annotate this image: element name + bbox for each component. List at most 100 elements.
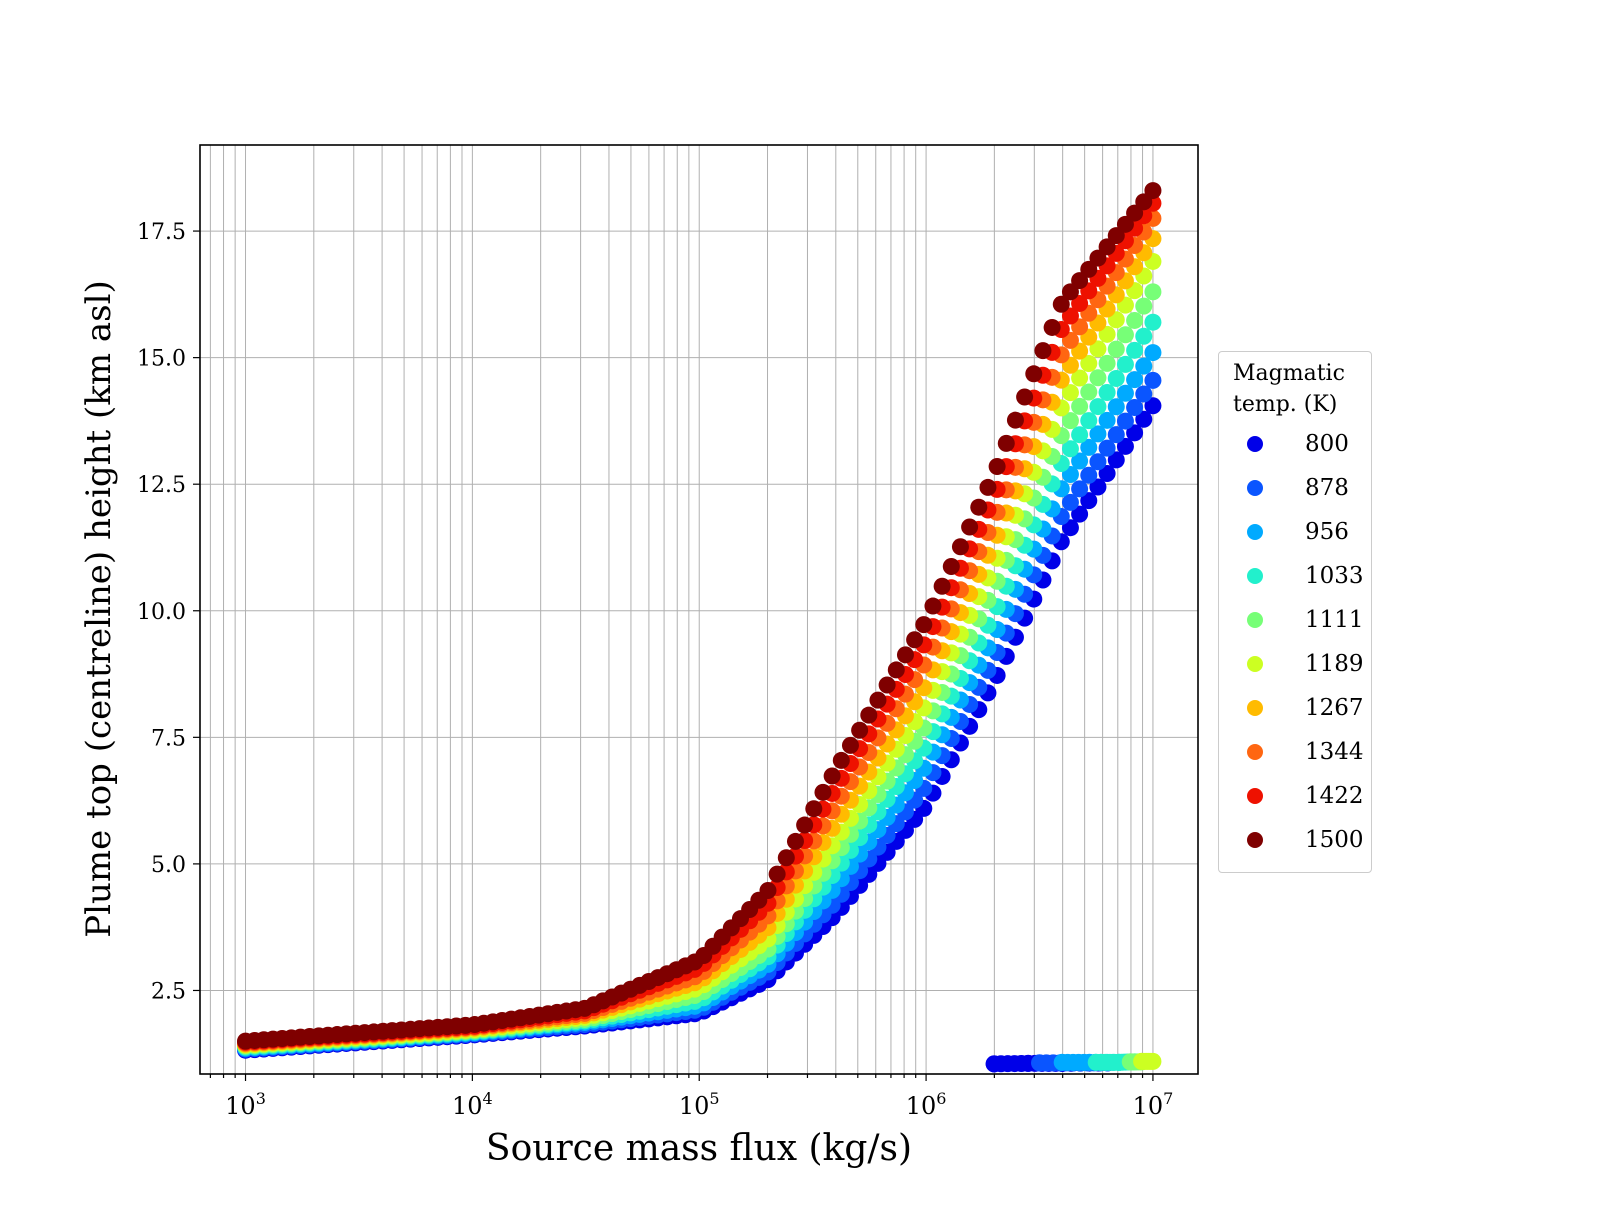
scatter-point — [933, 577, 951, 595]
scatter-point — [1135, 193, 1153, 211]
scatter-point — [1142, 1052, 1160, 1070]
scatter-point — [1126, 341, 1144, 359]
legend-entry: 1344 — [1219, 737, 1369, 767]
scatter-point — [1061, 412, 1079, 430]
scatter-point — [1016, 388, 1034, 406]
scatter-point — [1061, 384, 1079, 402]
scatter-point — [1061, 283, 1079, 301]
scatter-point — [1089, 340, 1107, 358]
scatter-point — [1144, 283, 1162, 301]
scatter-point — [1089, 478, 1107, 496]
scatter-point — [768, 865, 786, 883]
scatter-point — [814, 783, 832, 801]
scatter-point — [1052, 295, 1070, 313]
x-tick-label: 104 — [452, 1089, 493, 1120]
scatter-point — [1089, 425, 1107, 443]
scatter-point — [1107, 227, 1125, 245]
scatter-marks — [237, 182, 1162, 1073]
scatter-point — [1080, 492, 1098, 510]
legend-label: 1422 — [1305, 783, 1364, 809]
scatter-point — [1089, 369, 1107, 387]
y-tick-label: 10.0 — [137, 600, 186, 625]
legend-marker — [1247, 568, 1263, 584]
legend-label: 1500 — [1305, 827, 1364, 853]
scatter-point — [1144, 313, 1162, 331]
legend-entry: 878 — [1219, 473, 1369, 503]
scatter-point — [924, 597, 942, 615]
scatter-point — [1043, 318, 1061, 336]
scatter-point — [1098, 439, 1116, 457]
scatter-point — [1116, 326, 1134, 344]
y-tick-label: 7.5 — [151, 726, 186, 751]
legend-label: 1189 — [1305, 651, 1364, 677]
legend-marker — [1247, 612, 1263, 628]
scatter-point — [979, 478, 997, 496]
scatter-point — [1025, 365, 1043, 383]
scatter-point — [988, 458, 1006, 476]
scatter-point — [805, 800, 823, 818]
x-axis-label: Source mass flux (kg/s) — [486, 1128, 912, 1169]
legend-entry: 956 — [1219, 517, 1369, 547]
legend-entry: 1500 — [1219, 825, 1369, 855]
scatter-point — [1144, 182, 1162, 200]
scatter-point — [896, 646, 914, 664]
scatter-point — [1107, 369, 1125, 387]
legend-label: 1267 — [1305, 695, 1364, 721]
scatter-point — [1098, 325, 1116, 343]
scatter-point — [1135, 327, 1153, 345]
legend-label: 878 — [1305, 475, 1349, 501]
legend-entry: 1111 — [1219, 605, 1369, 635]
legend-label: 1111 — [1305, 607, 1364, 633]
scatter-point — [951, 538, 969, 556]
scatter-point — [1107, 426, 1125, 444]
scatter-point — [1116, 215, 1134, 233]
y-tick-label: 5.0 — [151, 853, 186, 878]
scatter-point — [1144, 371, 1162, 389]
scatter-point — [841, 736, 859, 754]
x-axis: 103 104 105 106 107 — [209, 1074, 1173, 1120]
scatter-point — [1107, 340, 1125, 358]
legend-title: Magmatic temp. (K) — [1233, 361, 1345, 417]
scatter-point — [1080, 438, 1098, 456]
legend-entry: 1189 — [1219, 649, 1369, 679]
y-axis: 2.5 5.0 7.5 10.0 12.5 15.0 17.5 — [137, 220, 200, 1004]
scatter-point — [1089, 249, 1107, 267]
scatter-point — [1126, 371, 1144, 389]
scatter-point — [997, 434, 1015, 452]
scatter-point — [1061, 307, 1079, 325]
scatter-point — [786, 832, 804, 850]
scatter-point — [1116, 384, 1134, 402]
scatter-point — [1071, 397, 1089, 415]
y-tick-label: 15.0 — [137, 347, 186, 372]
low-height-cluster — [985, 1052, 1160, 1073]
y-axis-label: Plume top (centreline) height (km asl) — [79, 280, 119, 938]
scatter-point — [823, 767, 841, 785]
scatter-point — [759, 882, 777, 900]
scatter-point — [1116, 437, 1134, 455]
x-tick-label: 106 — [906, 1089, 947, 1120]
y-tick-label: 12.5 — [137, 473, 186, 498]
scatter-point — [1126, 399, 1144, 417]
scatter-point — [1116, 412, 1134, 430]
scatter-point — [878, 676, 896, 694]
legend-marker — [1247, 700, 1263, 716]
scatter-point — [1071, 505, 1089, 523]
scatter-point — [1061, 493, 1079, 511]
scatter-point — [1034, 342, 1052, 360]
scatter-point — [1089, 398, 1107, 416]
y-tick-label: 2.5 — [151, 979, 186, 1004]
legend-marker — [1247, 436, 1263, 452]
x-tick-label: 105 — [679, 1089, 720, 1120]
legend-label: 1344 — [1305, 739, 1364, 765]
scatter-point — [1080, 466, 1098, 484]
series-1500 — [237, 182, 1162, 1050]
scatter-point — [777, 849, 795, 867]
scatter-point — [1144, 397, 1162, 415]
legend-marker — [1247, 480, 1263, 496]
scatter-point — [1107, 451, 1125, 469]
scatter-point — [1098, 411, 1116, 429]
scatter-point — [869, 691, 887, 709]
scatter-point — [796, 816, 814, 834]
